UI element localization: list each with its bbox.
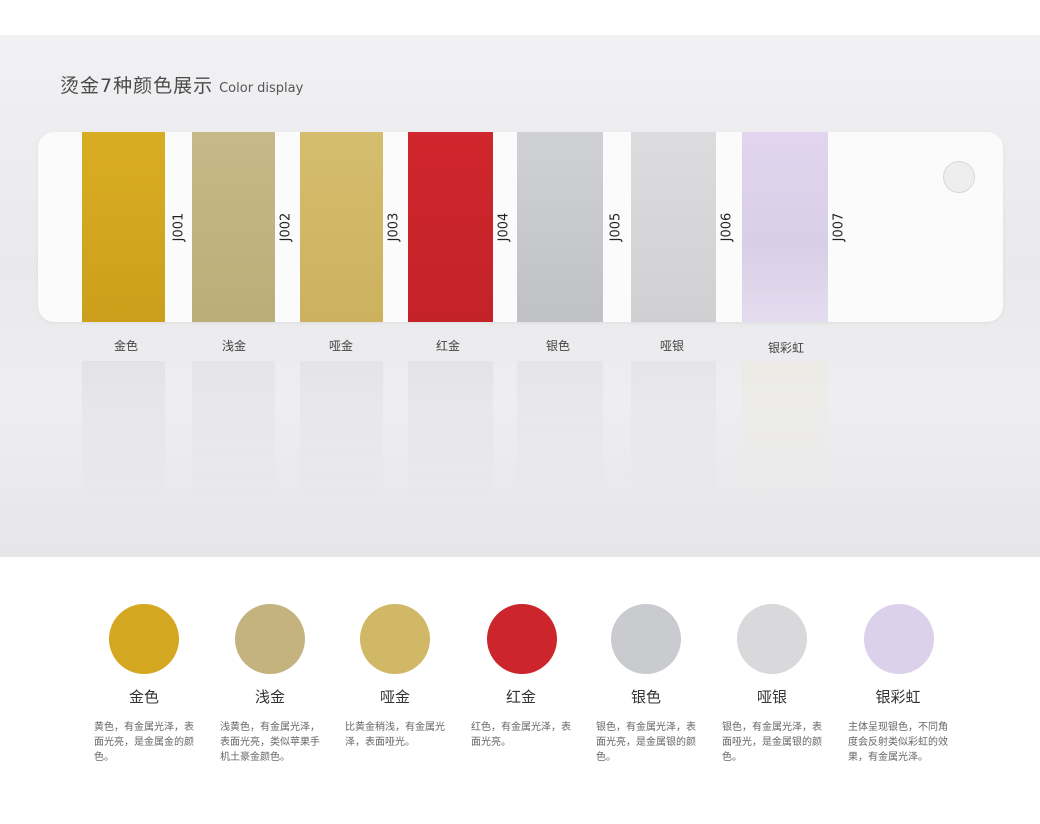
legend-desc: 主体呈现银色，不同角度会反射类似彩虹的效果，有金属光泽。 <box>848 722 948 763</box>
color-circle <box>864 604 934 674</box>
swatch-j001 <box>82 132 165 322</box>
swatch-label: 银色 <box>545 339 570 353</box>
swatch-j005 <box>517 132 603 322</box>
hero-banner: 烫金7种颜色展示 Color display J001 J002 J003 J00… <box>0 35 1040 557</box>
legend-name: 银色 <box>630 688 661 706</box>
swatch-j007 <box>742 132 828 322</box>
title-subtitle: Color display <box>219 81 304 96</box>
legend-name: 银彩虹 <box>875 688 921 706</box>
color-circle <box>737 604 807 674</box>
legend-desc: 红色，有金属光泽，表面光亮。 <box>471 722 571 748</box>
swatch-reflection <box>82 361 165 501</box>
hang-hole-icon <box>943 161 975 193</box>
legend-desc: 浅黄色，有金属光泽，表面光亮，类似苹果手机土豪金颜色。 <box>220 722 320 763</box>
color-sample-card: J001 J002 J003 J004 J005 J006 J007 <box>38 132 1003 322</box>
swatch-reflection <box>408 361 493 501</box>
swatch-reflection <box>192 361 275 501</box>
swatch-label: 红金 <box>435 339 460 353</box>
swatch-j006 <box>631 132 716 322</box>
swatch-reflection <box>300 361 383 501</box>
legend-name: 哑金 <box>379 688 410 706</box>
color-circle <box>487 604 557 674</box>
legend-name: 浅金 <box>254 688 285 706</box>
color-circle <box>109 604 179 674</box>
swatch-reflection <box>742 361 828 501</box>
legend-desc: 比黄金稍浅，有金属光泽，表面哑光。 <box>345 722 445 748</box>
swatch-label: 银彩虹 <box>767 341 804 355</box>
swatch-j004 <box>408 132 493 322</box>
swatch-label: 哑银 <box>659 339 684 353</box>
legend-name: 红金 <box>505 688 536 706</box>
swatch-label: 金色 <box>113 339 138 353</box>
legend-name: 哑银 <box>756 688 787 706</box>
color-circle <box>360 604 430 674</box>
swatch-j002 <box>192 132 275 322</box>
title-text: 烫金7种颜色展示 <box>60 75 214 97</box>
color-circle <box>235 604 305 674</box>
legend-name: 金色 <box>128 688 159 706</box>
swatch-reflection <box>517 361 603 501</box>
legend-desc: 银色，有金属光泽，表面哑光，是金属银的颜色。 <box>722 722 822 763</box>
color-circle <box>611 604 681 674</box>
page-title: 烫金7种颜色展示 Color display <box>60 71 303 98</box>
legend-desc: 黄色，有金属光泽，表面光亮，是金属金的颜色。 <box>94 722 194 763</box>
swatch-j003 <box>300 132 383 322</box>
color-legend: 金色 黄色，有金属光泽，表面光亮，是金属金的颜色。 浅金 浅黄色，有金属光泽，表… <box>0 600 1040 824</box>
swatch-label: 哑金 <box>328 339 353 353</box>
legend-desc: 银色，有金属光泽，表面光亮，是金属银的颜色。 <box>596 722 696 763</box>
swatch-reflection <box>631 361 716 501</box>
swatch-label: 浅金 <box>221 339 246 353</box>
